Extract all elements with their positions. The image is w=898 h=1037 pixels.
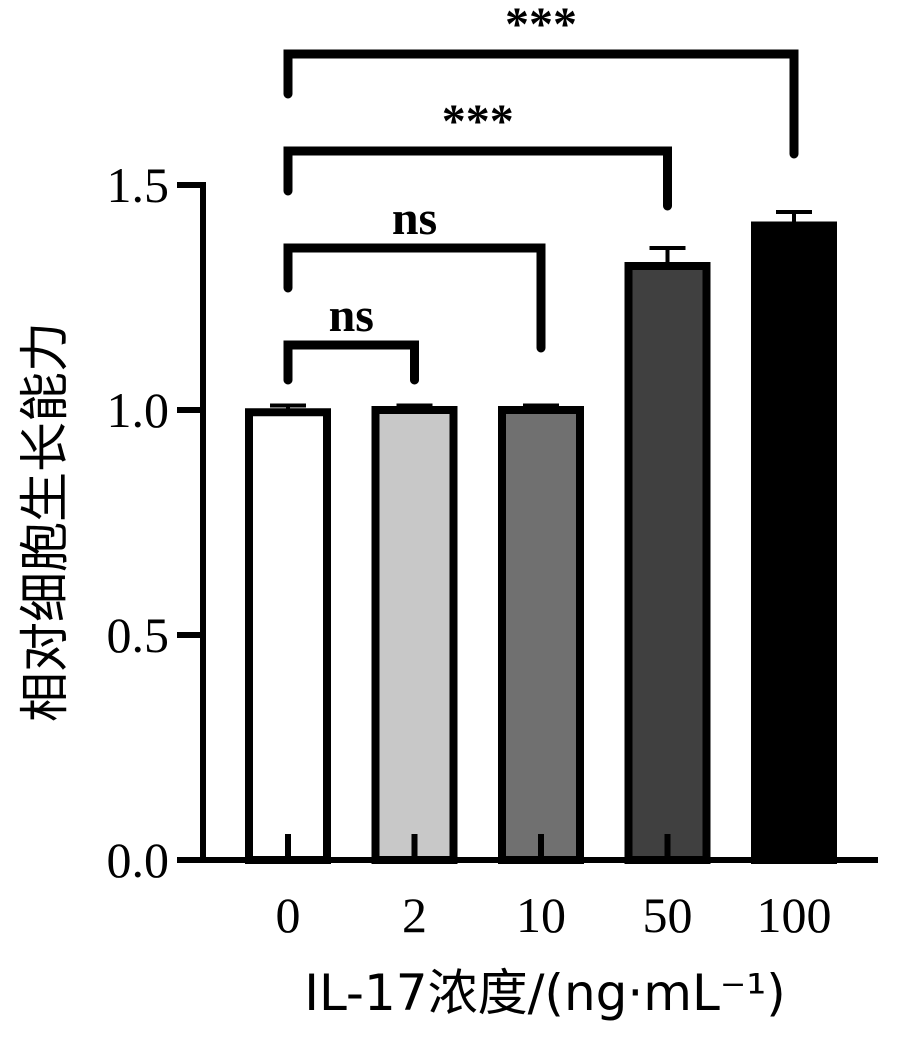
- bar: [498, 406, 584, 864]
- x-tick-label: 50: [643, 887, 693, 943]
- significance-label: ***: [505, 0, 577, 51]
- bar: [371, 406, 458, 864]
- bar: [751, 221, 837, 864]
- y-tick-label: 1.5: [107, 157, 170, 213]
- y-axis-title: 相对细胞生长能力: [16, 322, 74, 722]
- significance-bracket: [283, 243, 546, 353]
- y-tick-label: 0.0: [107, 832, 170, 888]
- x-tick-label: 0: [276, 887, 301, 943]
- significance-label: ***: [442, 95, 514, 148]
- y-tick-label: 1.0: [107, 382, 170, 438]
- significance-bracket: [283, 146, 672, 211]
- bar: [245, 408, 331, 864]
- x-tick-label: 10: [516, 887, 566, 943]
- significance-bracket: [283, 49, 799, 159]
- x-tick-label: 100: [757, 887, 832, 943]
- bar: [624, 262, 711, 864]
- x-tick-label: 2: [402, 887, 427, 943]
- significance-bracket: [283, 340, 419, 385]
- significance-label: ns: [392, 192, 437, 245]
- x-axis-title: IL-17浓度/(ng·mL⁻¹): [304, 964, 786, 1022]
- significance-label: ns: [329, 289, 374, 342]
- y-tick-label: 0.5: [107, 607, 170, 663]
